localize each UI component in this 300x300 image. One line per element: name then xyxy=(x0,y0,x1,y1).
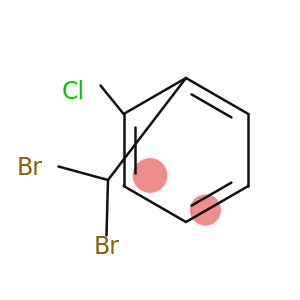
Text: Br: Br xyxy=(94,236,119,260)
Text: Cl: Cl xyxy=(62,80,85,103)
Circle shape xyxy=(190,194,221,226)
Text: Br: Br xyxy=(17,156,43,180)
Circle shape xyxy=(133,158,167,193)
